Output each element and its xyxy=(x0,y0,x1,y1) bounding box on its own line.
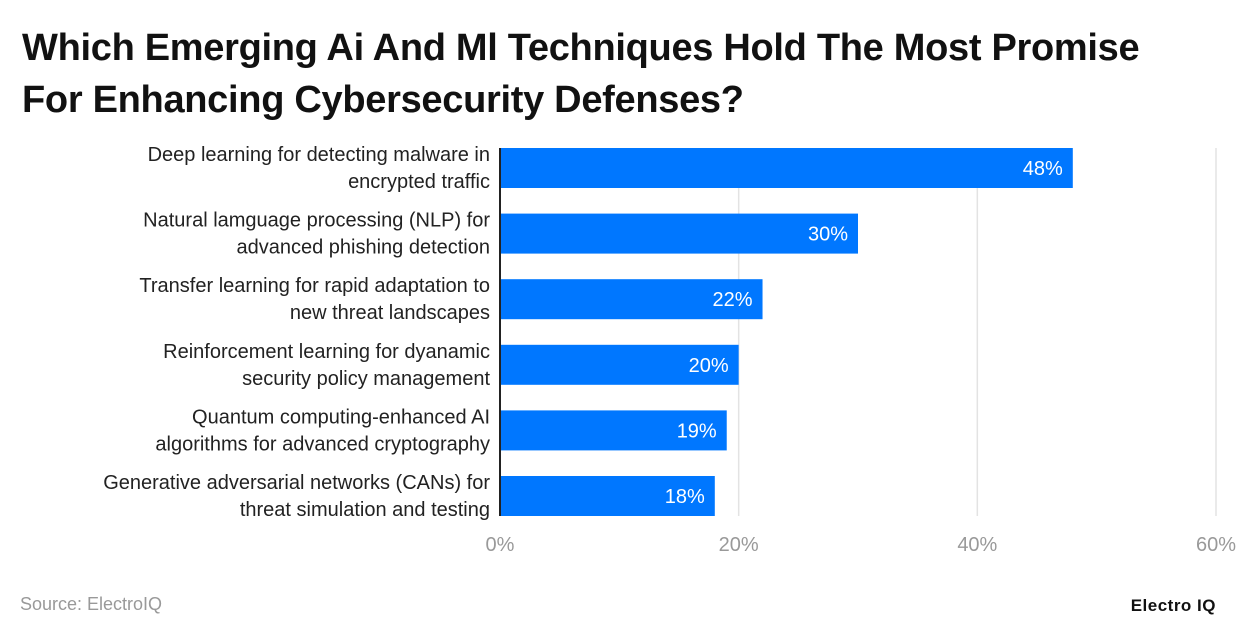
bar xyxy=(500,213,858,254)
category-label: advanced phishing detection xyxy=(236,237,490,259)
chart-title: Which Emerging Ai And Ml Techniques Hold… xyxy=(22,27,1140,121)
data-label: 48% xyxy=(1023,158,1063,180)
category-label: Reinforcement learning for dyanamic xyxy=(163,341,490,363)
bar xyxy=(500,344,739,385)
x-tick-label: 0% xyxy=(486,534,515,556)
brand-logo: Electro IQ xyxy=(1130,596,1216,615)
category-label: new threat landscapes xyxy=(290,302,490,324)
category-label: Quantum computing-enhanced AI xyxy=(192,406,490,428)
x-tick-label: 40% xyxy=(957,534,997,556)
category-label: Transfer learning for rapid adaptation t… xyxy=(139,275,490,297)
data-label: 19% xyxy=(677,420,717,442)
x-tick-label: 60% xyxy=(1196,534,1236,556)
data-label: 22% xyxy=(713,289,753,311)
bar xyxy=(500,148,1073,188)
data-label: 30% xyxy=(808,224,848,246)
category-label: Deep learning for detecting malware in xyxy=(148,144,490,166)
x-tick-label: 20% xyxy=(719,534,759,556)
category-label: algorithms for advanced cryptography xyxy=(155,433,490,455)
source-note: Source: ElectroIQ xyxy=(20,594,163,614)
data-label: 20% xyxy=(689,355,729,377)
bar xyxy=(500,279,763,320)
bar xyxy=(500,410,727,451)
data-label: 18% xyxy=(665,486,705,508)
category-label: security policy management xyxy=(242,368,490,390)
category-label: Natural lamguage processing (NLP) for xyxy=(143,210,490,232)
bar xyxy=(500,476,715,516)
category-label: threat simulation and testing xyxy=(240,499,490,521)
category-label: encrypted traffic xyxy=(348,171,490,193)
category-label: Generative adversarial networks (CANs) f… xyxy=(103,472,490,494)
